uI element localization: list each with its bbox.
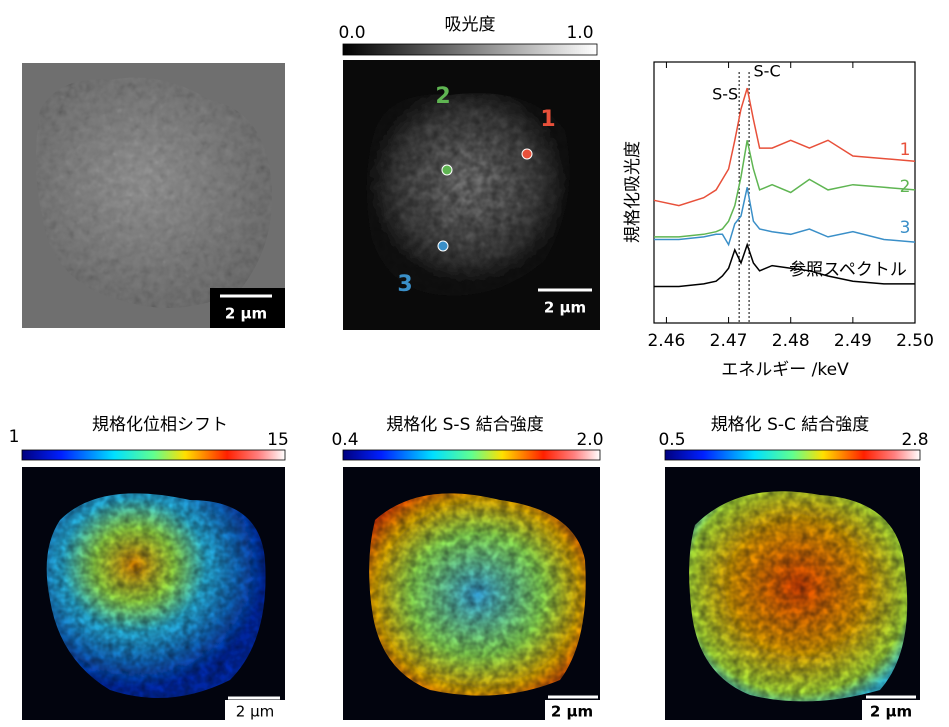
colorbar-max: 2.8 [901, 430, 928, 450]
series-label: 参照スペクトル [789, 260, 907, 280]
colorbar-min: 0.5 [658, 430, 685, 450]
scale-bar-label: 2 µm [225, 305, 267, 323]
series-label: 2 [900, 177, 911, 197]
colorbar-title: 吸光度 [445, 15, 496, 35]
colorbar-min: 0.0 [338, 23, 365, 43]
colorbar-title: 規格化 S-S 結合強度 [386, 415, 544, 435]
sem-image: 2 µm [22, 63, 285, 328]
scale-bar-label: 2 µm [544, 299, 586, 317]
map-0: 1 規格化位相シフト 15 2 µm [9, 415, 289, 721]
series-label: 3 [900, 218, 911, 238]
x-tick-label: 2.48 [772, 331, 810, 351]
marker-label: S-S [712, 85, 738, 104]
y-axis-label: 規格化吸光度 [623, 141, 643, 243]
x-tick-label: 2.46 [647, 331, 685, 351]
colorbar-min: 1 [9, 427, 20, 447]
colorbar-title: 規格化位相シフト [92, 415, 228, 435]
scale-bar-label: 2 µm [870, 703, 912, 721]
colorbar-title: 規格化 S-C 結合強度 [711, 415, 870, 435]
scale-bar-label: 2 µm [551, 703, 593, 721]
point-label: 1 [540, 107, 555, 132]
x-axis-label: エネルギー /keV [721, 360, 849, 380]
x-tick-label: 2.50 [896, 331, 934, 351]
point-label: 3 [397, 272, 412, 297]
absorbance-map: 0.0 吸光度 1.0 1 2 3 2 µm [338, 15, 600, 330]
scale-bar-label: 2 µm [236, 703, 274, 721]
series-label: 1 [900, 140, 911, 160]
colorbar-max: 1.0 [566, 23, 593, 43]
marker-label: S-C [754, 62, 781, 81]
series-line [654, 140, 915, 237]
point-label: 2 [435, 84, 450, 109]
series-line [654, 88, 915, 206]
colorbar-max: 2.0 [576, 430, 603, 450]
spectrum-chart: エネルギー /keV 規格化吸光度 2.46 2.47 2.48 2.49 2.50 S-… [623, 62, 934, 381]
x-tick-label: 2.47 [710, 331, 748, 351]
map-2: 0.5 規格化 S-C 結合強度 2.8 2 µm [658, 415, 928, 721]
colorbar [343, 44, 597, 55]
figure: 2 µm 0.0 吸光度 1.0 1 2 3 2 µm 1 規格化位相シフト 1… [0, 0, 949, 727]
colorbar-max: 15 [267, 430, 289, 450]
colorbar-min: 0.4 [331, 430, 358, 450]
map-1: 0.4 規格化 S-S 結合強度 2.0 2 µm [331, 415, 603, 721]
x-tick-label: 2.49 [834, 331, 872, 351]
